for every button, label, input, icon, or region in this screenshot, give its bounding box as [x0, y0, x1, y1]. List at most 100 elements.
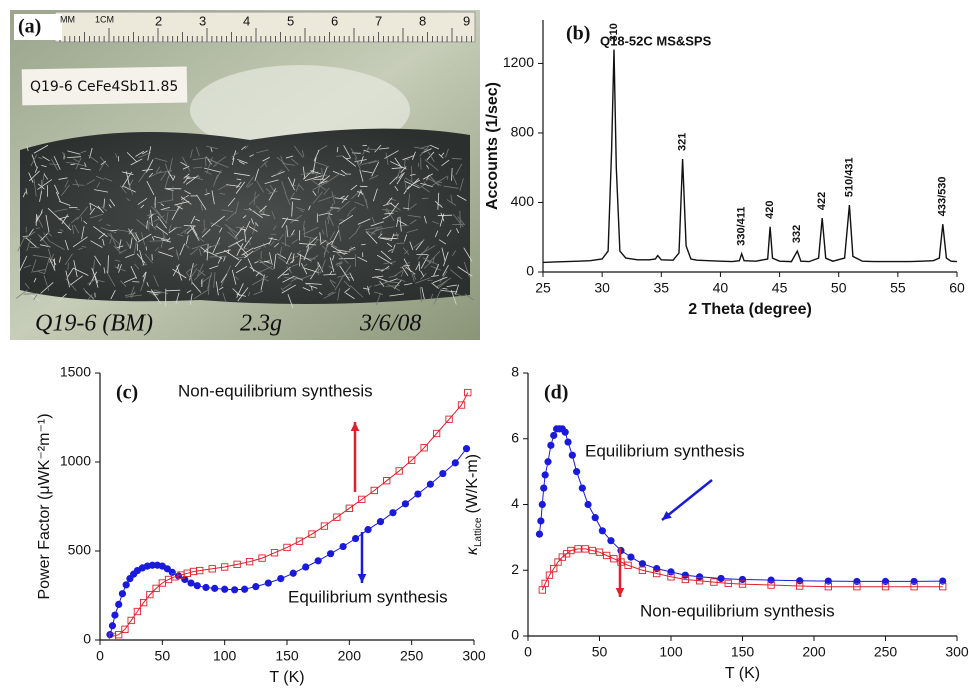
- y-label-unit: (W/K-m): [464, 454, 481, 514]
- panel-label: (a): [18, 16, 41, 38]
- point: [327, 550, 334, 557]
- point: [202, 584, 209, 591]
- ruler-number: 9: [463, 13, 470, 28]
- x-axis-label: T (K): [725, 665, 760, 682]
- y-tick-label: 1000: [60, 453, 91, 469]
- point: [717, 575, 724, 582]
- point: [111, 611, 118, 618]
- series-annotation: Equilibrium synthesis: [288, 587, 448, 606]
- ruler-number: 4: [243, 13, 250, 28]
- point: [452, 459, 459, 466]
- point: [544, 458, 551, 465]
- point: [537, 517, 544, 524]
- point: [414, 490, 421, 497]
- point: [181, 576, 188, 583]
- peak-label: 330/411: [736, 207, 748, 246]
- point: [768, 577, 775, 584]
- y-tick-label: 4: [511, 495, 519, 511]
- point: [547, 442, 554, 449]
- point: [562, 429, 569, 436]
- point: [427, 481, 434, 488]
- series-line: [110, 449, 467, 635]
- point: [252, 583, 259, 590]
- point: [106, 631, 113, 638]
- point: [277, 575, 284, 582]
- point: [796, 577, 803, 584]
- ruler-number: 6: [331, 13, 338, 28]
- ruler-number: 3: [199, 13, 206, 28]
- point: [364, 526, 371, 533]
- handwriting: 2.3g: [240, 311, 282, 337]
- y-label-subscript: Lattice: [473, 517, 484, 547]
- point: [599, 527, 606, 534]
- y-tick-label: 800: [511, 124, 535, 140]
- arrow-head: [358, 574, 367, 583]
- point: [119, 590, 126, 597]
- ruler-unit: 1CM: [95, 14, 114, 24]
- x-tick-label: 250: [400, 648, 424, 664]
- point: [389, 509, 396, 516]
- point: [211, 585, 218, 592]
- x-tick-label: 200: [338, 648, 362, 664]
- point: [539, 501, 546, 508]
- x-tick-label: 55: [890, 280, 906, 296]
- point: [627, 554, 634, 561]
- point: [682, 572, 689, 579]
- point: [739, 576, 746, 583]
- x-tick-label: 35: [653, 280, 669, 296]
- point: [579, 484, 586, 491]
- point: [123, 581, 130, 588]
- point: [302, 563, 309, 570]
- point: [109, 622, 116, 629]
- peak-label: 332: [791, 225, 803, 243]
- point: [115, 601, 122, 608]
- needle: [339, 220, 345, 221]
- series-annotation: Non-equilibrium synthesis: [178, 381, 373, 400]
- arrow-shaft: [662, 480, 712, 520]
- point: [290, 570, 297, 577]
- x-tick-label: 0: [96, 648, 104, 664]
- point: [352, 535, 359, 542]
- point: [231, 586, 238, 593]
- point: [592, 514, 599, 521]
- point: [569, 452, 576, 459]
- y-axis-label: Power Factor (μWK⁻²m⁻¹): [36, 413, 53, 599]
- x-tick-label: 60: [949, 280, 965, 296]
- x-tick-label: 150: [731, 644, 755, 660]
- y-tick-label: 2: [511, 561, 519, 577]
- x-axis-label: 2 Theta (degree): [688, 301, 812, 318]
- needle: [149, 214, 150, 230]
- point: [221, 586, 228, 593]
- panel-label: (c): [116, 382, 138, 404]
- peak-label: 422: [816, 192, 828, 210]
- photo-panel: 23456789 Q19-6 CeFe4Sb11.85 (a) MM 1CM: [10, 10, 480, 340]
- point: [187, 579, 194, 586]
- ruler-unit: MM: [60, 14, 75, 24]
- point: [550, 432, 557, 439]
- peak-label: 433/530: [937, 176, 949, 216]
- ruler-number: 8: [419, 13, 426, 28]
- x-tick-label: 250: [874, 644, 898, 660]
- y-tick-label: 500: [68, 542, 92, 558]
- x-tick-label: 200: [802, 644, 826, 660]
- point: [667, 568, 674, 575]
- point: [194, 582, 201, 589]
- y-tick-label: 1200: [503, 54, 534, 70]
- point: [584, 501, 591, 508]
- point: [377, 518, 384, 525]
- peak-label: 321: [676, 133, 688, 151]
- point: [536, 530, 543, 537]
- ruler: [55, 12, 475, 42]
- handwriting: Q19-6 (BM): [35, 311, 153, 337]
- x-tick-label: 45: [772, 280, 788, 296]
- point: [573, 468, 580, 475]
- x-tick-label: 50: [592, 644, 608, 660]
- needle: [339, 258, 355, 259]
- point: [169, 569, 176, 576]
- arrow-head: [351, 422, 360, 431]
- y-tick-label: 0: [511, 627, 519, 643]
- handwriting: 3/6/08: [359, 311, 421, 337]
- needle: [336, 156, 343, 157]
- x-tick-label: 300: [462, 648, 486, 664]
- x-axis-label: T (K): [269, 669, 304, 686]
